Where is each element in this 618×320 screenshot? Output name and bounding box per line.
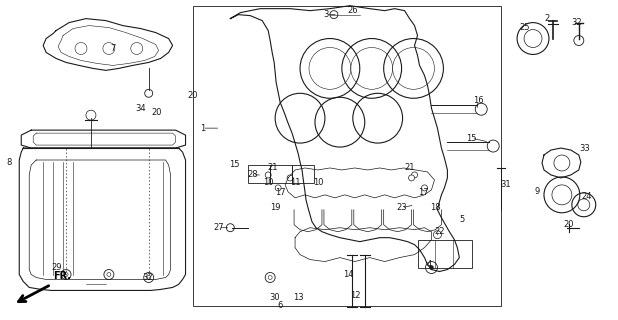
Text: 21: 21	[404, 164, 415, 172]
Text: 10: 10	[313, 179, 323, 188]
Text: 1: 1	[200, 124, 205, 132]
Circle shape	[287, 175, 293, 181]
Text: 18: 18	[430, 203, 441, 212]
Text: 14: 14	[344, 270, 354, 279]
Text: FR.: FR.	[53, 271, 71, 282]
Text: 27: 27	[213, 223, 224, 232]
Text: 26: 26	[347, 6, 358, 15]
Circle shape	[107, 273, 111, 276]
Text: 22: 22	[434, 227, 445, 236]
Text: 12: 12	[350, 291, 361, 300]
Circle shape	[64, 273, 68, 276]
Text: 4: 4	[427, 260, 432, 269]
Text: 13: 13	[293, 293, 303, 302]
Text: 16: 16	[473, 96, 483, 105]
Text: 32: 32	[572, 18, 582, 27]
Bar	[248, 165, 270, 183]
Circle shape	[408, 175, 415, 181]
Text: 5: 5	[460, 215, 465, 224]
Text: 31: 31	[500, 180, 510, 189]
Text: 9: 9	[535, 188, 540, 196]
Text: 8: 8	[7, 158, 12, 167]
Circle shape	[412, 172, 418, 178]
Text: 6: 6	[277, 301, 283, 310]
Circle shape	[275, 185, 281, 191]
Bar	[418, 240, 472, 268]
Bar	[193, 6, 501, 306]
Text: 15: 15	[466, 133, 476, 143]
Text: 17: 17	[275, 188, 286, 197]
Circle shape	[226, 224, 234, 232]
Text: 32: 32	[142, 273, 153, 282]
Text: 20: 20	[187, 91, 198, 100]
Text: 15: 15	[229, 160, 240, 170]
Text: 34: 34	[135, 104, 146, 113]
Text: 24: 24	[582, 192, 592, 201]
Text: 3: 3	[323, 10, 329, 19]
Text: 30: 30	[269, 293, 279, 302]
Text: 17: 17	[418, 188, 429, 197]
Text: 20: 20	[151, 108, 162, 117]
Circle shape	[265, 172, 271, 178]
Text: 25: 25	[520, 23, 530, 32]
Bar	[292, 165, 314, 183]
Text: 23: 23	[396, 203, 407, 212]
Circle shape	[146, 276, 151, 279]
Text: 10: 10	[263, 179, 273, 188]
Text: 2: 2	[544, 14, 549, 23]
Circle shape	[421, 185, 428, 191]
Text: 33: 33	[580, 144, 590, 153]
Text: 11: 11	[290, 179, 300, 188]
Circle shape	[430, 266, 433, 269]
Text: 19: 19	[270, 203, 281, 212]
Circle shape	[268, 276, 272, 279]
Text: 21: 21	[267, 164, 277, 172]
Text: 29: 29	[52, 263, 62, 272]
Text: 28: 28	[247, 171, 258, 180]
Bar	[270, 165, 292, 183]
Text: 20: 20	[564, 220, 574, 229]
Text: 7: 7	[110, 44, 116, 53]
